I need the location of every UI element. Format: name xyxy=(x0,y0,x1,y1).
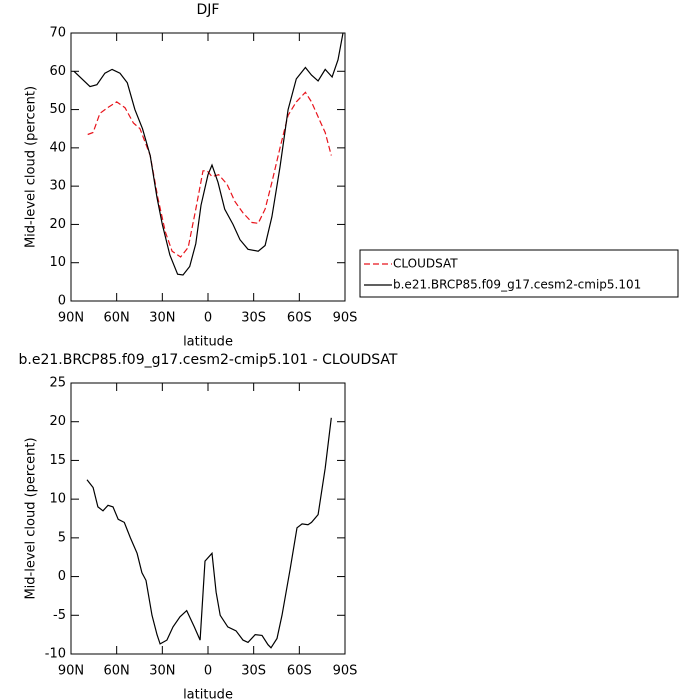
x-tick-label: 30N xyxy=(149,311,175,326)
y-tick-label: 20 xyxy=(49,414,66,429)
x-tick-label: 0 xyxy=(204,311,212,326)
x-tick-label: 60S xyxy=(287,664,312,679)
y-axis-label: Mid-level cloud (percent) xyxy=(24,86,39,248)
x-tick-label: 60S xyxy=(287,311,312,326)
data-line xyxy=(86,417,332,649)
chart-title: b.e21.BRCP85.f09_g17.cesm2-cmip5.101 - C… xyxy=(19,352,398,368)
y-tick-label: 50 xyxy=(49,102,66,117)
y-tick-label: 25 xyxy=(49,376,66,391)
y-axis-label: Mid-level cloud (percent) xyxy=(24,437,39,599)
y-tick-label: 0 xyxy=(58,294,66,309)
data-line xyxy=(73,32,344,276)
y-tick-label: 70 xyxy=(49,26,66,41)
x-tick-label: 30S xyxy=(241,664,266,679)
x-tick-label: 90S xyxy=(333,311,358,326)
legend-box xyxy=(359,249,679,298)
x-tick-label: 90N xyxy=(58,664,84,679)
x-tick-label: 0 xyxy=(204,664,212,679)
y-tick-label: 60 xyxy=(49,64,66,79)
plot-frame xyxy=(70,32,346,302)
y-tick-label: 5 xyxy=(58,530,66,545)
y-tick-label: 15 xyxy=(49,453,66,468)
plot-frame xyxy=(70,382,346,655)
x-axis-label: latitude xyxy=(183,335,233,350)
x-tick-label: 60N xyxy=(104,664,130,679)
chart-title: DJF xyxy=(197,2,220,18)
x-tick-label: 60N xyxy=(104,311,130,326)
y-tick-label: 20 xyxy=(49,217,66,232)
x-tick-label: 30S xyxy=(241,311,266,326)
y-tick-label: 40 xyxy=(49,140,66,155)
y-tick-label: -10 xyxy=(45,647,66,662)
data-line xyxy=(87,91,332,258)
x-tick-label: 30N xyxy=(149,664,175,679)
legend-label: b.e21.BRCP85.f09_g17.cesm2-cmip5.101 xyxy=(393,278,641,292)
x-tick-label: 90N xyxy=(58,311,84,326)
y-tick-label: -5 xyxy=(53,608,66,623)
y-tick-label: 30 xyxy=(49,179,66,194)
legend-label: CLOUDSAT xyxy=(393,257,458,271)
x-tick-label: 90S xyxy=(333,664,358,679)
y-tick-label: 0 xyxy=(58,569,66,584)
y-tick-label: 10 xyxy=(49,255,66,270)
x-axis-label: latitude xyxy=(183,688,233,700)
y-tick-label: 10 xyxy=(49,492,66,507)
